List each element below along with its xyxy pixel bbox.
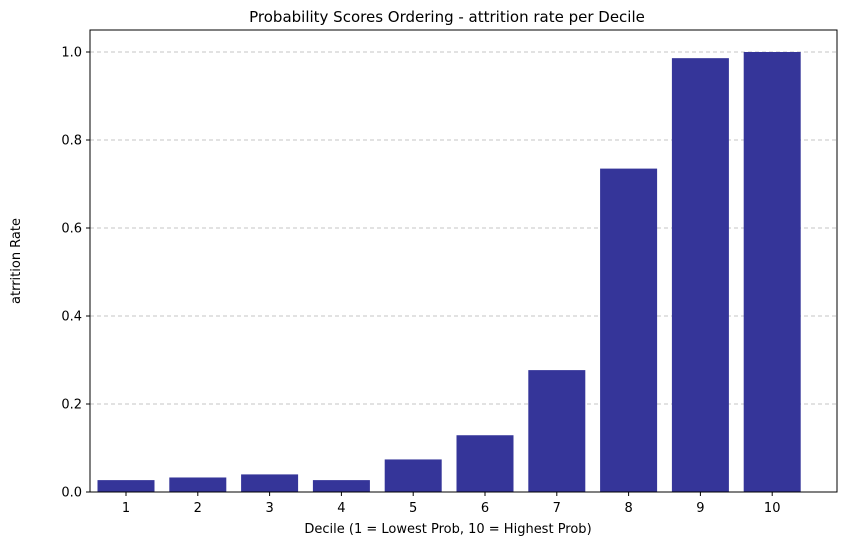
- plot-frame: [89, 29, 838, 493]
- y-axis-label: atrrition Rate: [9, 218, 24, 304]
- y-tick-label: 0.0: [61, 486, 82, 501]
- x-axis-label: Decile (1 = Lowest Prob, 10 = Highest Pr…: [304, 522, 591, 537]
- x-tick-label: 1: [122, 501, 130, 516]
- y-tick-label: 0.8: [61, 134, 82, 149]
- bar-decile-7: [528, 370, 586, 492]
- bar-decile-3: [241, 474, 299, 492]
- bar-decile-8: [600, 168, 658, 492]
- bar-decile-9: [671, 58, 729, 492]
- bar-decile-2: [169, 477, 227, 492]
- x-tick-label: 3: [265, 501, 273, 516]
- bar-decile-6: [456, 435, 514, 492]
- y-tick-label: 1.0: [61, 46, 82, 61]
- grid-lines: [90, 51, 837, 405]
- x-tick-label: 2: [194, 501, 202, 516]
- x-tick-label: 6: [481, 501, 489, 516]
- y-tick-label: 0.2: [61, 398, 82, 413]
- bar-decile-4: [312, 480, 370, 492]
- x-tick-label: 8: [624, 501, 632, 516]
- chart-title: Probability Scores Ordering - attrition …: [249, 8, 645, 26]
- y-tick-label: 0.4: [61, 310, 82, 325]
- x-tick-label: 9: [696, 501, 704, 516]
- y-axis-ticks: 0.0 0.2 0.4 0.6 0.8 1.0: [61, 46, 90, 501]
- x-tick-label: 4: [337, 501, 345, 516]
- bar-decile-10: [743, 52, 801, 492]
- bar-decile-1: [97, 480, 155, 492]
- bars: [97, 52, 801, 492]
- x-tick-label: 7: [553, 501, 561, 516]
- x-axis-ticks: 1 2 3 4 5 6 7 8 9 10: [122, 492, 781, 516]
- x-tick-label: 10: [764, 501, 781, 516]
- bar-decile-5: [384, 459, 442, 492]
- x-tick-label: 5: [409, 501, 417, 516]
- y-tick-label: 0.6: [61, 222, 82, 237]
